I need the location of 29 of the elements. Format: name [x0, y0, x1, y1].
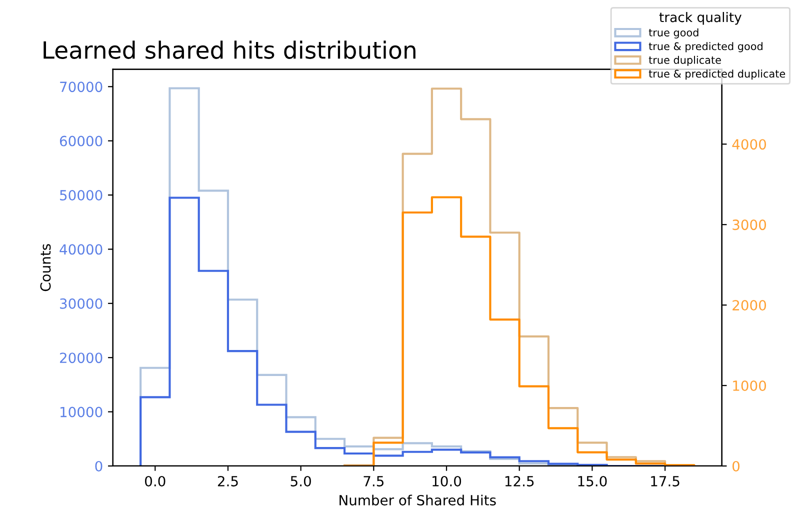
y-tick-label: 30000: [60, 298, 102, 309]
x-tick-label: 12.5: [505, 476, 534, 486]
y2-tick-label: 1000: [733, 380, 766, 391]
x-tick-label: 10.0: [432, 476, 462, 486]
x-tick-label: 15.0: [578, 476, 607, 486]
x-tick-label: 2.5: [218, 476, 238, 486]
y2-tick-label: 0: [732, 460, 740, 472]
x-axis-title: Number of Shared Hits: [340, 494, 496, 506]
y2-tick-label: 4000: [732, 139, 766, 150]
y2-tick-label: 2000: [732, 300, 766, 311]
legend-label: true & predicted duplicate: [648, 70, 786, 80]
y-tick-label: 70000: [60, 82, 102, 92]
y2-tick-label: 3000: [732, 220, 766, 230]
legend-label: true good: [648, 28, 698, 38]
legend-label: true & predicted good: [648, 42, 762, 52]
legend-title: track quality: [659, 12, 742, 25]
y-tick-label: 20000: [60, 352, 102, 364]
y-tick-label: 40000: [60, 244, 102, 255]
x-tick-label: 0.0: [145, 476, 166, 486]
y-tick-label: 10000: [60, 406, 102, 418]
chart-title: Learned shared hits distribution: [44, 40, 416, 59]
legend-label: true duplicate: [648, 56, 721, 66]
y-tick-label: 0: [95, 460, 102, 472]
x-tick-label: 17.5: [651, 476, 680, 486]
y-tick-label: 50000: [60, 190, 102, 200]
y-tick-label: 60000: [60, 136, 102, 146]
y-axis-title: Counts: [40, 244, 51, 292]
x-tick-label: 5.0: [290, 476, 311, 486]
x-tick-label: 7.5: [364, 476, 384, 486]
